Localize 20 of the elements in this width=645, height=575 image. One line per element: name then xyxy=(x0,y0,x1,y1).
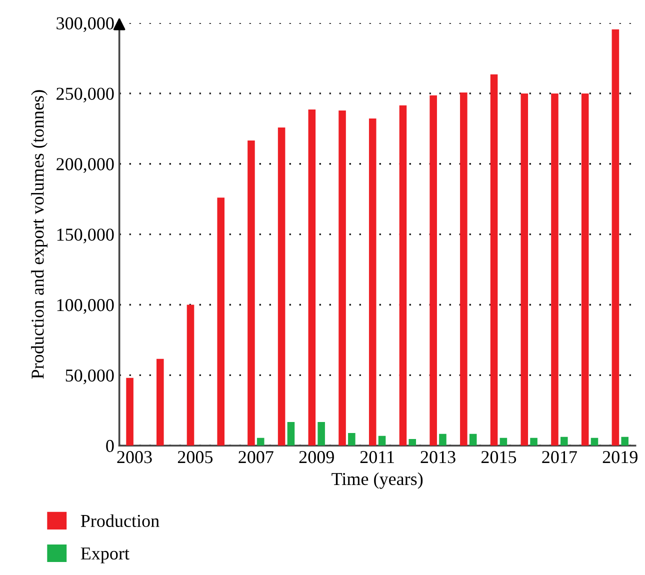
y-tick-label: 150,000 xyxy=(57,228,114,244)
y-axis-title: Production and export volumes (tonnes) xyxy=(31,90,48,379)
x-tick-label: 2009 xyxy=(299,451,334,464)
x-tick-label: 2011 xyxy=(360,451,394,464)
y-tick-label: 250,000 xyxy=(56,88,114,102)
x-tick-label: 2019 xyxy=(602,451,638,464)
x-tick-label: 2017 xyxy=(542,451,577,464)
x-tick-label: 2013 xyxy=(420,451,456,464)
x-tick-label: 2003 xyxy=(117,451,152,464)
x-axis-title: Time (years) xyxy=(332,472,423,489)
y-tick-label: 50,000 xyxy=(66,369,114,384)
legend-label: Export xyxy=(80,548,130,564)
legend-label: Production xyxy=(80,514,160,528)
x-tick-label: 2007 xyxy=(238,451,274,464)
y-tick-label: 200,000 xyxy=(56,158,114,173)
x-tick-label: 2015 xyxy=(481,451,516,464)
y-tick-label: 300,000 xyxy=(56,17,114,32)
x-tick-label: 2005 xyxy=(178,451,213,464)
y-tick-label: 100,000 xyxy=(57,299,114,314)
y-tick-label: 0 xyxy=(106,440,114,452)
